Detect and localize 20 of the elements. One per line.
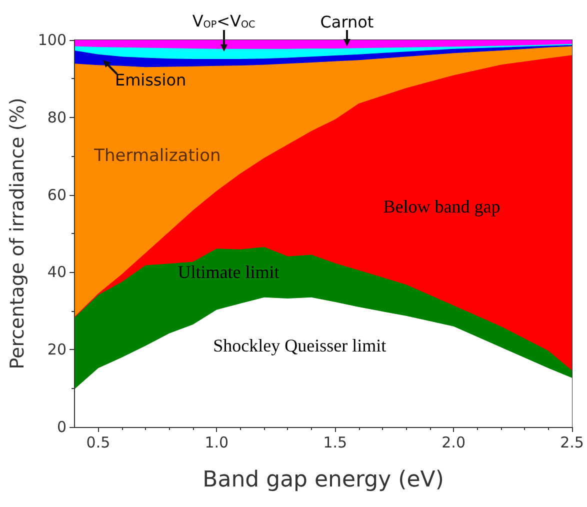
series-label: Carnot xyxy=(320,12,374,32)
series-label: Ultimate limit xyxy=(178,262,280,282)
series-label: Thermalization xyxy=(93,146,221,166)
y-tick-label: 100 xyxy=(38,31,67,49)
series-label: Shockley Queisser limit xyxy=(213,336,386,356)
y-tick-label: 0 xyxy=(56,418,67,436)
x-tick-label: 2.0 xyxy=(442,434,466,452)
series-label: Emission xyxy=(114,70,186,90)
x-tick-label: 1.5 xyxy=(323,434,348,452)
y-tick-label: 80 xyxy=(47,108,67,126)
y-tick-label: 40 xyxy=(47,263,67,282)
series-label: Below band gap xyxy=(383,196,500,216)
y-tick-label: 20 xyxy=(47,340,67,359)
x-tick-label: 0.5 xyxy=(86,434,110,452)
x-axis-title: Band gap energy (eV) xyxy=(202,468,444,492)
y-axis-title: Percentage of irradiance (%) xyxy=(6,98,28,370)
series-label: VOP<VOC xyxy=(192,12,256,30)
y-tick-label: 60 xyxy=(47,186,67,204)
x-tick-label: 1.0 xyxy=(204,434,229,452)
x-tick-label: 2.5 xyxy=(560,434,584,452)
